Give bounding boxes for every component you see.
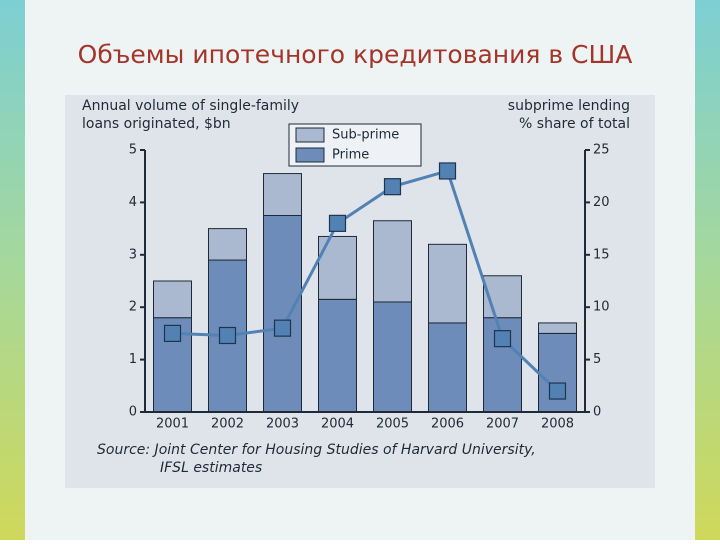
share-marker [218,326,237,345]
bar [538,322,577,334]
share-marker [163,324,182,342]
y-axis-label: loans originated, $bn [82,116,231,132]
source-note: IFSL estimates [160,460,262,476]
bar [373,301,412,413]
y2-tick-label: 20 [593,195,610,210]
legend-label: Sub-prime [332,128,399,143]
legend-label: Prime [332,148,369,163]
right-stripe [695,0,720,540]
legend-swatch [295,127,325,143]
share-marker [438,162,457,180]
share-marker [328,214,347,232]
bar [373,220,412,303]
bar [428,322,467,413]
bar [208,228,247,261]
y-tick-label: 2 [129,300,137,315]
y2-tick-label: 15 [593,247,610,262]
y-tick-label: 3 [129,247,137,262]
bar [318,298,357,413]
y2-tick-label: 0 [593,405,601,420]
share-line [172,169,559,393]
bar [153,280,192,319]
share-marker [548,382,567,400]
x-tick-label: 2001 [156,417,189,432]
y-tick-label: 5 [129,143,137,158]
y-tick-label: 0 [129,405,137,420]
y2-axis-label: subprime lending [508,98,630,114]
x-tick-label: 2007 [486,417,519,432]
source-note: Source: Joint Center for Housing Studies… [97,442,536,458]
left-stripe [0,0,25,540]
x-tick-label: 2004 [321,417,354,432]
x-tick-label: 2005 [376,417,409,432]
bar [428,243,467,324]
x-tick-label: 2002 [211,417,244,432]
slide-title: Объемы ипотечного кредитования в США [78,40,633,69]
y2-tick-label: 10 [593,300,610,315]
y2-tick-label: 5 [593,352,601,367]
y-tick-label: 4 [129,195,137,210]
y2-tick-label: 25 [593,143,610,158]
bar [538,332,577,413]
bar [483,275,522,319]
legend-swatch [295,147,325,163]
share-marker [273,319,292,337]
x-tick-label: 2006 [431,417,464,432]
y2-axis-label: % share of total [519,116,630,132]
bar [263,173,302,216]
y-tick-label: 1 [129,352,137,367]
x-tick-label: 2008 [541,417,574,432]
bar [263,215,302,413]
share-marker [383,178,402,196]
x-tick-label: 2003 [266,417,299,432]
y-axis-label: Annual volume of single-family [82,98,299,114]
share-marker [493,330,512,348]
